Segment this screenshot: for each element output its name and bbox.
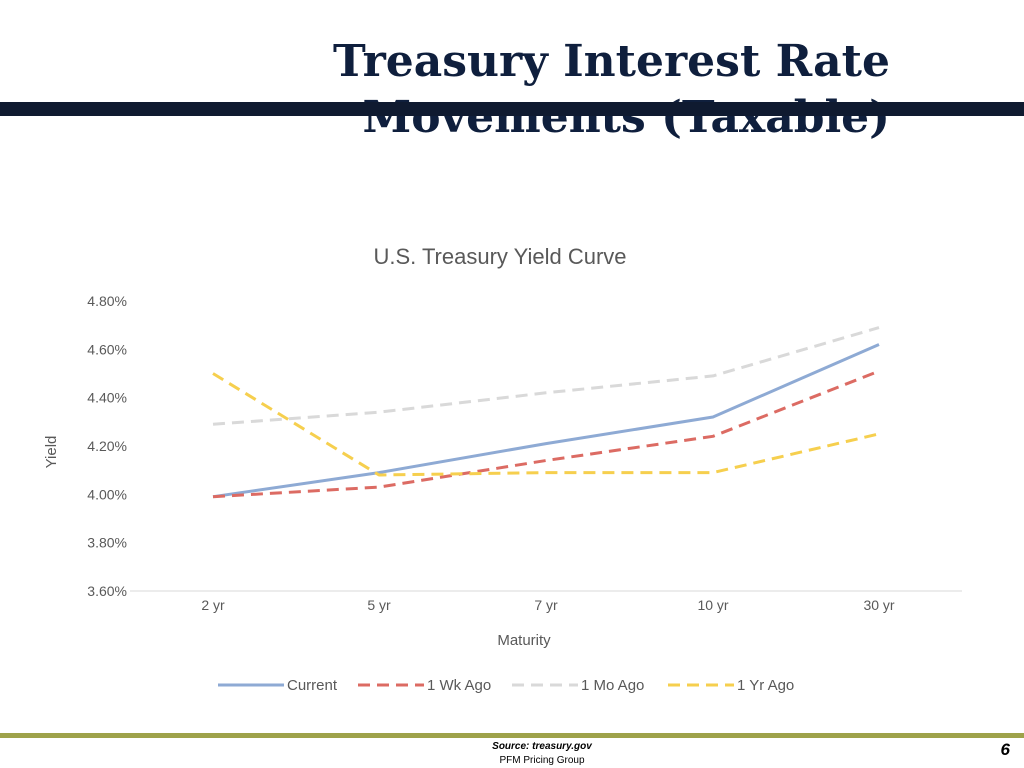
legend-label: 1 Mo Ago	[581, 677, 644, 694]
y-tick-label: 4.20%	[87, 438, 127, 454]
legend-label: 1 Yr Ago	[737, 677, 794, 694]
series-line	[212, 343, 880, 499]
legend-label: Current	[287, 677, 338, 694]
series-line	[212, 372, 880, 477]
title-divider-bar	[0, 102, 1024, 116]
y-tick-label: 4.40%	[87, 390, 127, 406]
chart-title: U.S. Treasury Yield Curve	[373, 244, 626, 269]
y-tick-label: 3.80%	[87, 535, 127, 551]
footer-org: PFM Pricing Group	[499, 755, 585, 766]
y-tick-label: 4.80%	[87, 293, 127, 309]
x-axis-ticks: 2 yr 5 yr 7 yr 10 yr 30 yr	[201, 597, 895, 613]
yield-curve-chart: U.S. Treasury Yield Curve 4.80% 4.60% 4.40…	[43, 244, 962, 694]
page-title: Treasury Interest Rate Movements (Taxabl…	[90, 34, 890, 146]
chart-legend: Current 1 Wk Ago 1 Mo Ago 1 Yr Ago	[218, 677, 794, 694]
series-lines	[212, 326, 880, 499]
footer-source: Source: treasury.gov	[492, 741, 592, 752]
page-title-text: Treasury Interest Rate Movements (Taxabl…	[333, 36, 890, 143]
series-line	[212, 326, 880, 426]
legend-label: 1 Wk Ago	[427, 677, 491, 694]
y-tick-label: 4.60%	[87, 341, 127, 357]
x-tick-label: 10 yr	[697, 597, 728, 613]
x-tick-label: 2 yr	[201, 597, 225, 613]
x-tick-label: 30 yr	[863, 597, 894, 613]
x-axis-label: Maturity	[497, 632, 551, 649]
y-tick-label: 4.00%	[87, 486, 127, 502]
y-axis-ticks: 4.80% 4.60% 4.40% 4.20% 4.00% 3.80% 3.60%	[87, 293, 127, 599]
x-tick-label: 7 yr	[534, 597, 558, 613]
page-number: 6	[1000, 740, 1010, 759]
y-axis-label: Yield	[43, 436, 60, 469]
x-tick-label: 5 yr	[367, 597, 391, 613]
footer-rule	[0, 733, 1024, 738]
y-tick-label: 3.60%	[87, 583, 127, 599]
